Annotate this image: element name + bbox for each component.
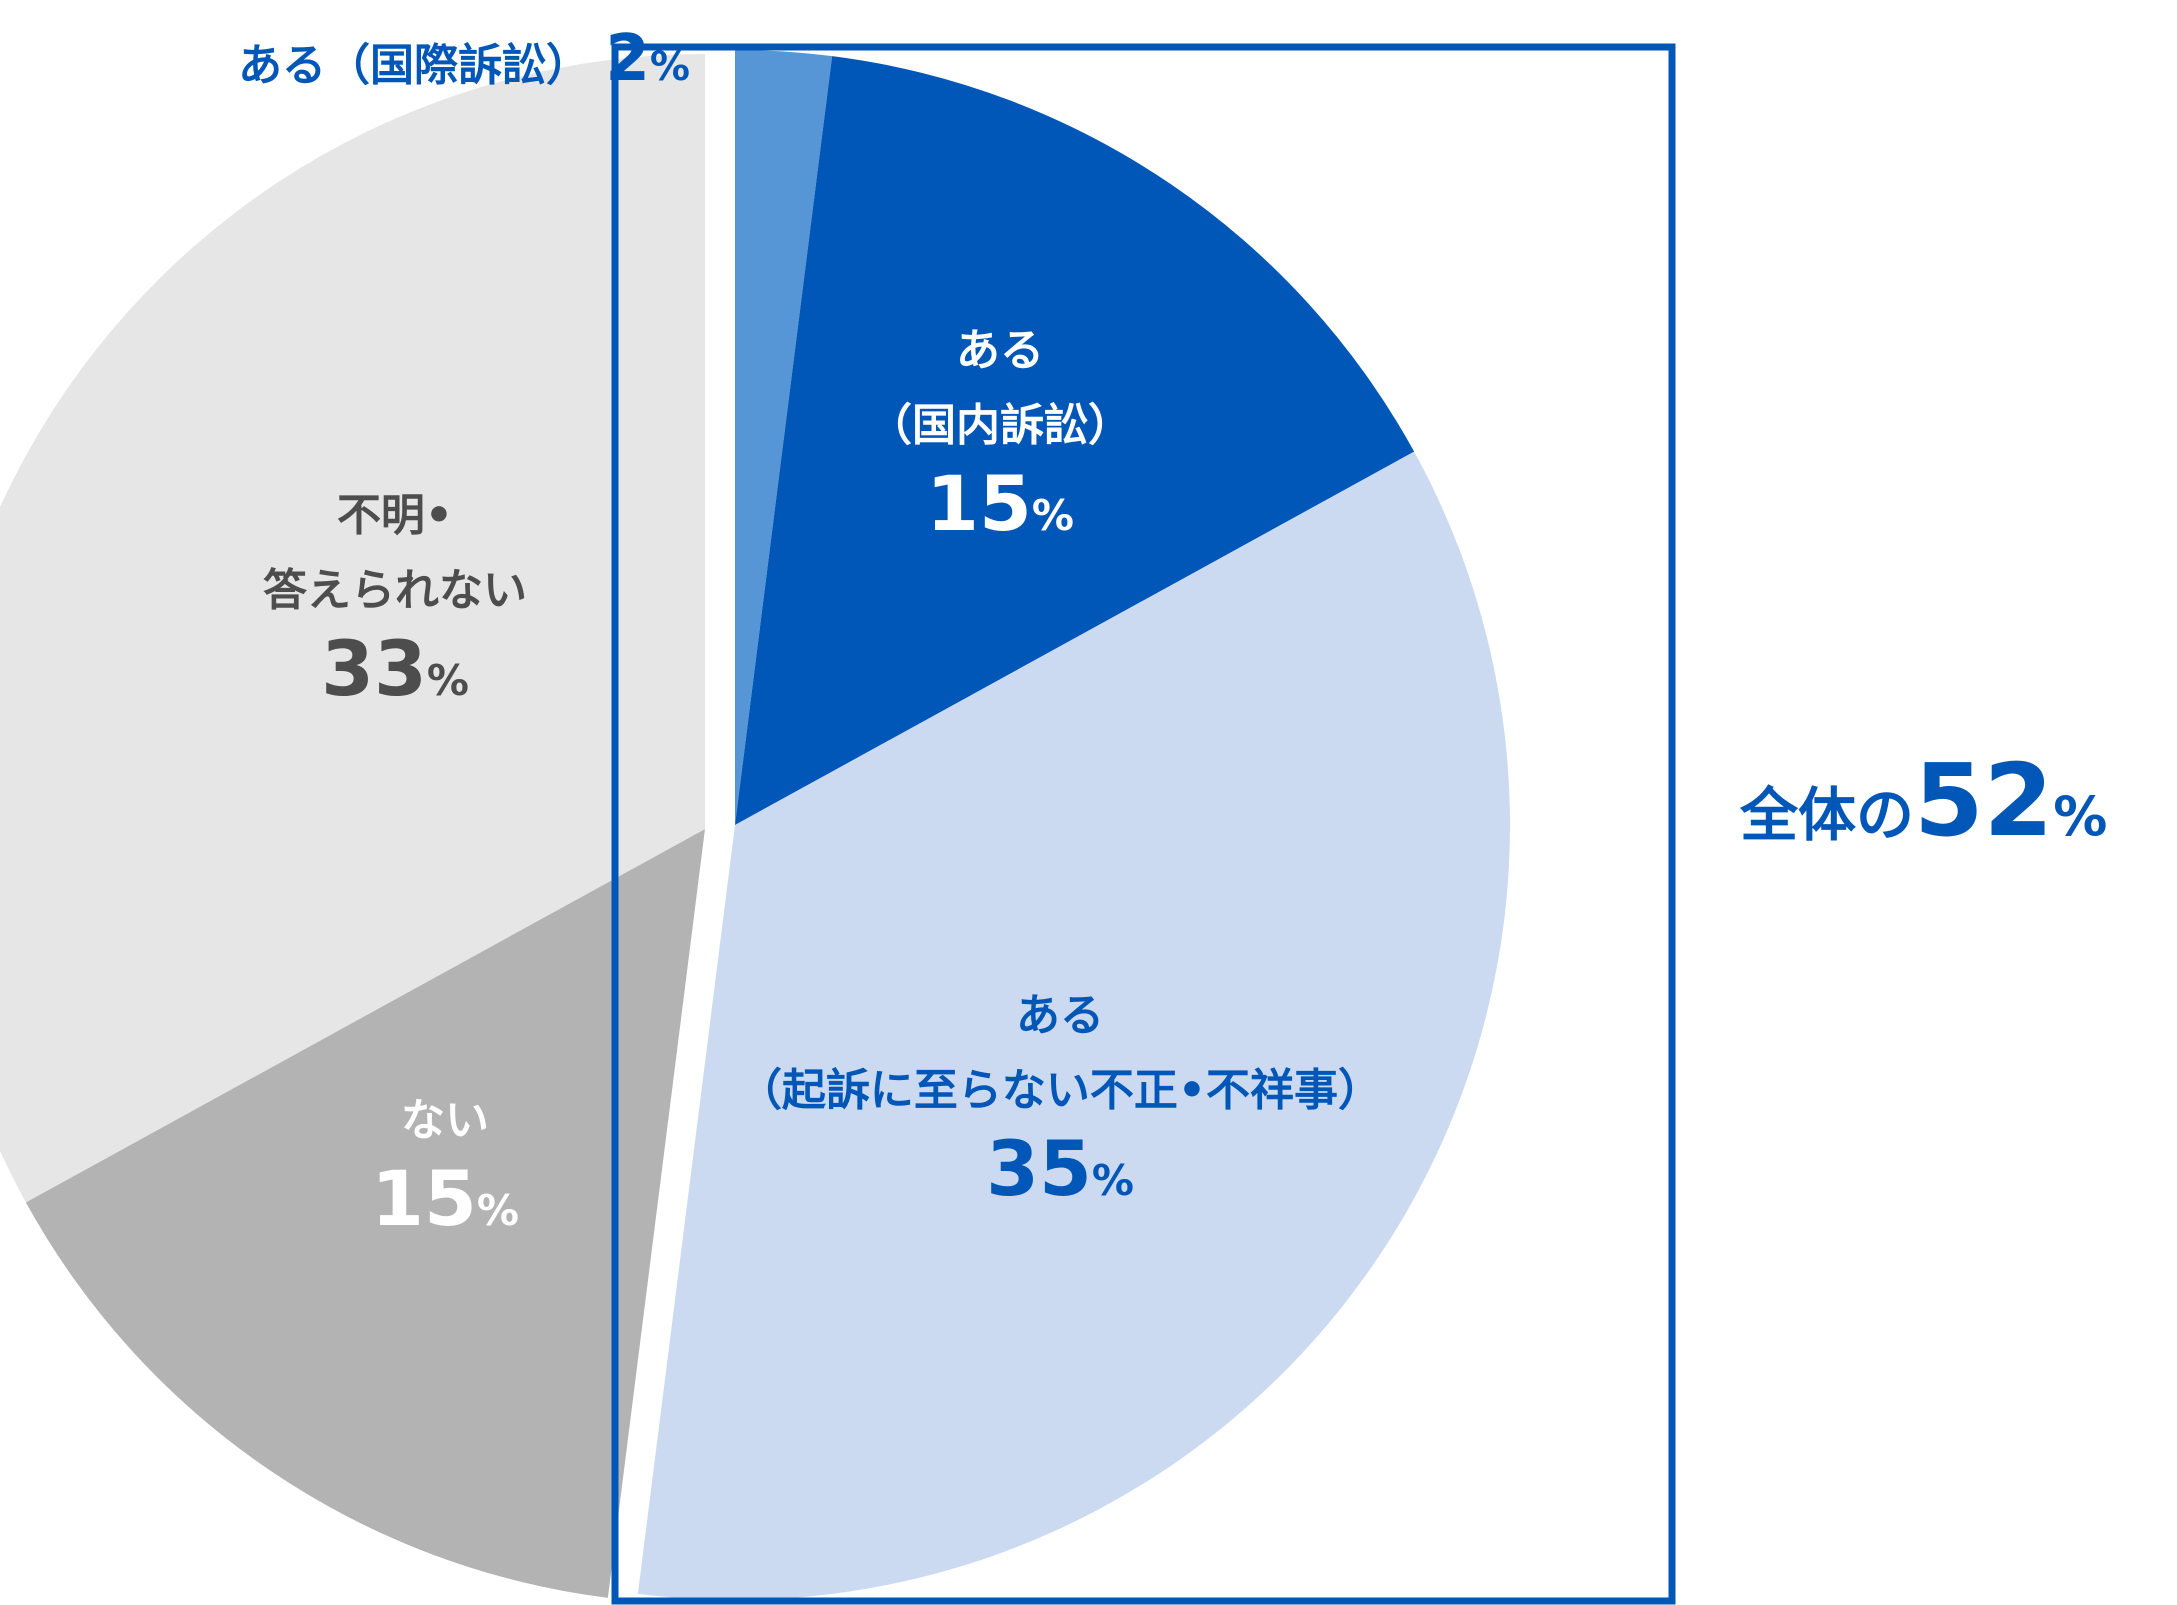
pie-slice-none	[25, 829, 706, 1598]
slice-label-text-intl: ある（国際訴訟）	[238, 40, 605, 91]
pie-slice-intl	[735, 50, 833, 825]
slice-label-domestic-line-0: ある	[956, 325, 1044, 376]
highlight-prefix: 全体の	[1739, 781, 1914, 849]
slice-label-none-line-0: ない	[401, 1095, 489, 1146]
slice-unit-none: %	[477, 1186, 519, 1235]
slice-label-misconduct-line-1: （起訴に至らない不正•不祥事）	[738, 1065, 1382, 1116]
slice-value-domestic: 15	[926, 459, 1032, 548]
slice-value-label-unknown: 33%	[321, 624, 469, 713]
highlight-box	[611, 43, 1676, 1605]
slice-value-none: 15	[371, 1154, 477, 1243]
highlight-total-label: 全体の52%	[1739, 742, 2107, 859]
slice-label-domestic-line-1: （国内訴訟）	[868, 400, 1132, 451]
slice-label-misconduct-line-0: ある	[1016, 990, 1104, 1041]
highlight-unit: %	[2053, 785, 2107, 848]
slice-value-label-domestic: 15%	[926, 459, 1074, 548]
slice-value-label-none: 15%	[371, 1154, 519, 1243]
slice-value-label-misconduct: 35%	[986, 1124, 1134, 1213]
pie-slice-domestic	[735, 56, 1415, 826]
slice-label-intl: ある（国際訴訟） 2%	[238, 22, 690, 96]
slice-value-unknown: 33	[321, 624, 427, 713]
slice-value-intl: 2	[605, 22, 650, 96]
pie-slice-unknown	[0, 54, 705, 1203]
slice-label-unknown-line-1: 答えられない	[263, 565, 527, 616]
slice-value-misconduct: 35	[986, 1124, 1092, 1213]
slice-label-unknown-line-0: 不明•	[337, 490, 453, 541]
pie-slice-misconduct	[637, 451, 1511, 1601]
slice-unit-unknown: %	[427, 656, 469, 705]
slice-unit-intl: %	[650, 44, 690, 90]
highlight-value: 52	[1914, 742, 2053, 859]
slice-unit-domestic: %	[1032, 491, 1074, 540]
slice-unit-misconduct: %	[1092, 1156, 1134, 1205]
